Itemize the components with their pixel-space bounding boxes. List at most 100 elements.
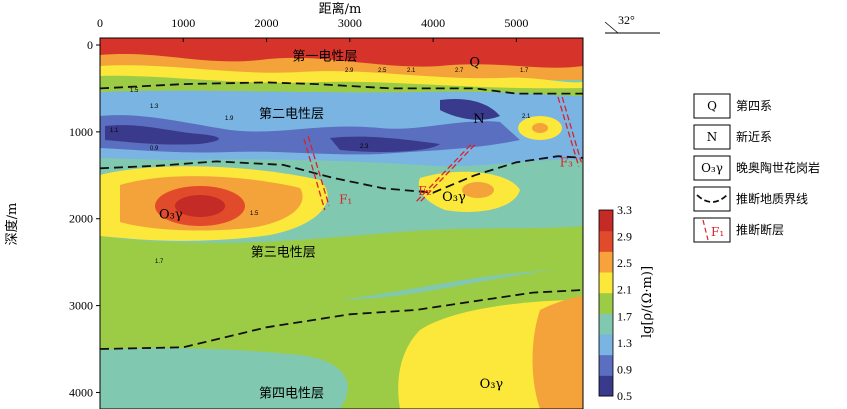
unit-label: O₃γ xyxy=(480,377,504,392)
colorbar-tick-label: 2.9 xyxy=(617,230,632,244)
layer-label: 第四电性层 xyxy=(259,386,324,401)
x-ticks: 0 1000 2000 3000 4000 5000 xyxy=(97,16,528,42)
legend-symbol: N xyxy=(707,130,718,144)
y-axis-label: 深度/m xyxy=(4,203,20,246)
legend-symbol: Q xyxy=(707,99,717,113)
contour-label: 1.5 xyxy=(130,88,139,94)
legend-label: 第四系 xyxy=(736,99,772,113)
fault-line xyxy=(307,136,330,206)
fault-line xyxy=(303,138,326,211)
colorbar-swatch xyxy=(599,210,613,232)
contour-label: 1.5 xyxy=(250,211,259,217)
x-tick-label: 5000 xyxy=(504,16,528,30)
colorbar-swatch xyxy=(599,292,613,314)
x-tick-label: 0 xyxy=(97,16,103,30)
x-tick-label: 2000 xyxy=(255,16,279,30)
contour-label: 1.3 xyxy=(150,104,159,110)
fault-label: F₁ xyxy=(339,193,352,207)
contour-label: 1.1 xyxy=(110,128,119,134)
contour-label: 2.5 xyxy=(378,68,387,74)
y-tick-label: 0 xyxy=(87,38,93,52)
y-ticks: 0 1000 2000 3000 4000 xyxy=(69,38,100,399)
colorbar-swatch xyxy=(599,313,613,335)
fault-line xyxy=(561,96,582,163)
plot-frame xyxy=(99,37,584,409)
y-tick-label: 4000 xyxy=(69,385,93,399)
legend-box xyxy=(693,124,731,150)
resistivity-field xyxy=(100,38,583,409)
unit-label: Q xyxy=(469,55,480,70)
x-tick-label: 1000 xyxy=(171,16,195,30)
granite-central-orange xyxy=(462,182,494,198)
fault-label: F₂ xyxy=(418,184,431,198)
y-tick-label: 1000 xyxy=(69,125,93,139)
colorbar: 0.5 0.9 1.3 1.7 2.1 2.5 2.9 3.3 xyxy=(598,203,632,403)
granite-deep-orange xyxy=(532,296,583,409)
geologic-boundary-line xyxy=(100,81,583,95)
layer-label: 第三电性层 xyxy=(251,246,316,261)
fault-line xyxy=(420,144,476,202)
legend-label: 晚奥陶世花岗岩 xyxy=(736,160,820,175)
contour-label: 2.1 xyxy=(407,68,416,74)
blob-deepblue-2 xyxy=(330,136,440,152)
colorbar-swatch xyxy=(599,375,613,397)
colorbar-frame xyxy=(598,209,614,397)
legend-fault-symbol xyxy=(702,219,709,241)
layer-label: 第一电性层 xyxy=(292,49,357,64)
legend-box xyxy=(693,186,731,212)
legend-box xyxy=(693,93,731,119)
colorbar-tick-label: 0.9 xyxy=(617,362,632,376)
fault-line xyxy=(557,96,580,167)
geologic-boundary-line xyxy=(100,289,583,350)
inferred-faults xyxy=(303,96,582,211)
y-tick-label: 3000 xyxy=(69,299,93,313)
x-axis-label: 距离/m xyxy=(319,1,362,17)
geologic-boundaries xyxy=(100,81,583,350)
colorbar-swatch xyxy=(599,354,613,376)
legend-label: 新近系 xyxy=(736,129,772,144)
layer-label: 第二电性层 xyxy=(259,107,324,122)
blob-deepblue-3 xyxy=(440,98,500,120)
band-green-middle xyxy=(100,226,583,322)
contour-labels: 2.9 2.5 2.1 2.7 1.7 1.5 1.3 1.1 0.9 1.9 2.3 2.1 1.5 1… xyxy=(110,68,531,265)
legend-label: 推断地质界线 xyxy=(736,191,808,206)
contour-label: 1.9 xyxy=(225,116,234,122)
legend-fault-label: F₁ xyxy=(711,225,724,239)
fault-label: F₃ xyxy=(560,155,573,169)
fault-line xyxy=(415,144,472,202)
band-teal-deep xyxy=(100,347,348,409)
y-tick-label: 2000 xyxy=(69,212,93,226)
colorbar-tick-label: 2.5 xyxy=(617,256,632,270)
colorbar-label: lg[ρ/(Ω·m)] xyxy=(640,266,655,338)
colorbar-swatch xyxy=(599,230,613,252)
legend-symbol: O₃γ xyxy=(701,161,723,175)
blob-orange-east xyxy=(532,123,548,133)
blob-deepblue-1 xyxy=(105,125,219,145)
unit-labels: Q N O₃γ O₃γ O₃γ xyxy=(159,55,503,391)
legend-box xyxy=(693,155,731,181)
unit-label: O₃γ xyxy=(442,190,466,205)
granite-west-core xyxy=(175,195,225,217)
fault-labels: F₁ F₂ F₃ xyxy=(339,155,573,206)
colorbar-swatch xyxy=(599,272,613,294)
colorbar-swatch xyxy=(599,334,613,356)
direction-tick xyxy=(604,21,619,34)
contour-label: 1.7 xyxy=(520,68,529,74)
legend-label: 推断断层 xyxy=(736,222,784,237)
x-tick-label: 4000 xyxy=(421,16,445,30)
colorbar-tick-label: 3.3 xyxy=(617,203,632,217)
legend-boundary-symbol xyxy=(696,194,728,203)
contour-label: 2.9 xyxy=(345,68,354,74)
colorbar-tick-label: 1.3 xyxy=(617,336,632,350)
unit-label: O₃γ xyxy=(159,207,183,222)
contour-label: 2.1 xyxy=(522,114,531,120)
contour-label: 2.7 xyxy=(455,68,464,74)
x-tick-label: 3000 xyxy=(338,16,362,30)
colorbar-tick-label: 1.7 xyxy=(617,309,632,323)
contour-label: 0.9 xyxy=(150,146,159,152)
unit-label: N xyxy=(473,112,484,127)
colorbar-tick-label: 2.1 xyxy=(617,283,632,297)
